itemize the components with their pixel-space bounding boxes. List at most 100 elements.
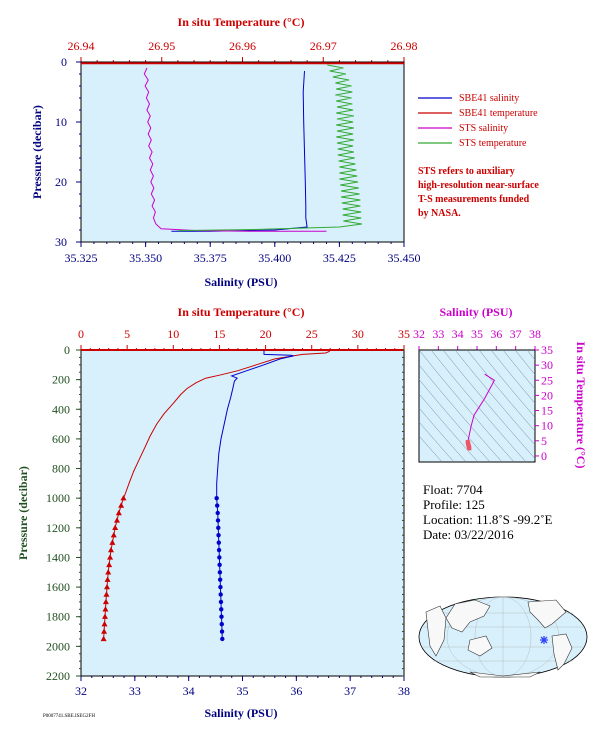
sts-note-line-3: T-S measurements funded xyxy=(418,194,530,205)
map-south-america xyxy=(551,633,573,671)
bottom-sal-tick-label: 35 xyxy=(237,684,249,698)
ts-density-contour xyxy=(419,379,491,462)
bottom-temperature-marker xyxy=(110,532,117,538)
bottom-temp-tick-label: 30 xyxy=(352,327,364,341)
bottom-pressure-tick-label: 1800 xyxy=(46,610,70,624)
ts-temp-tick-label: 25 xyxy=(541,373,553,387)
bottom-temperature-marker xyxy=(102,606,109,612)
top-sal-tick-label: 35.400 xyxy=(258,251,291,265)
bottom-salinity-marker xyxy=(217,562,222,568)
bottom-temperature-marker xyxy=(112,524,119,531)
ts-sal-tick-label: 37 xyxy=(510,327,522,341)
ts-density-contour xyxy=(478,350,535,418)
ts-temp-tick-label: 35 xyxy=(541,343,553,357)
top-pressure-tick-label: 20 xyxy=(55,175,67,189)
bottom-temperature-marker xyxy=(106,561,113,568)
ts-density-contour xyxy=(419,364,503,462)
ts-temp-tick-label: 0 xyxy=(541,449,547,463)
bottom-pressure-tick-label: 1600 xyxy=(46,580,70,594)
bottom-temp-tick-label: 35 xyxy=(398,327,410,341)
bottom-salinity-marker xyxy=(219,621,224,627)
bottom-temperature-marker xyxy=(100,635,107,642)
bottom-salinity-marker xyxy=(219,614,224,619)
map-north-america xyxy=(527,599,567,629)
bottom-temperature-marker xyxy=(104,583,111,590)
ts-density-contour xyxy=(419,421,455,462)
ts-density-contour xyxy=(430,350,527,462)
ts-temp-tick-label: 10 xyxy=(541,419,553,433)
ts-temp-tick-label: 30 xyxy=(541,358,553,372)
bottom-pressure-tick-label: 1400 xyxy=(46,550,70,564)
map-antarctica xyxy=(469,671,541,678)
map-africa xyxy=(425,605,447,657)
ts-density-contour xyxy=(419,407,467,462)
legend-label-sts-temperature: STS temperature xyxy=(459,138,527,149)
bottom-chart-pressure-ticks: 0 200 400 600 800 1000 1200 1400 1600 1800 2000 220… xyxy=(46,343,404,683)
bottom-temp-tick-label: 15 xyxy=(213,327,225,341)
bottom-pressure-tick-label: 1000 xyxy=(46,491,70,505)
bottom-pressure-tick-label: 2200 xyxy=(46,669,70,683)
top-chart-pressure-ticks: 0 10 20 30 xyxy=(55,55,81,249)
float-id: Float: 7704 xyxy=(423,482,483,497)
series-sts-temperature xyxy=(177,64,363,232)
bottom-chart: In situ Temperature (°C) 0 5 10 15 20 25 30 35 … xyxy=(16,305,410,720)
top-sal-tick-label: 35.325 xyxy=(65,251,98,265)
top-pressure-tick-label: 10 xyxy=(55,115,67,129)
footer-code: P0007741.SBE.ISEG2FH xyxy=(43,714,95,719)
ts-sal-tick-label: 32 xyxy=(413,327,425,341)
bottom-chart-temperature-axis-title: In situ Temperature (°C) xyxy=(178,305,305,319)
top-temp-tick-label: 26.95 xyxy=(148,39,175,53)
ts-density-contour xyxy=(454,350,535,446)
bottom-chart-temperature-ticks: 0 5 10 15 20 25 30 35 xyxy=(78,327,410,350)
sts-note-line-4: by NASA. xyxy=(418,208,461,219)
map-asia xyxy=(445,599,491,633)
bottom-salinity-marker xyxy=(219,607,224,612)
top-chart-plot-area xyxy=(80,61,405,243)
bottom-salinity-marker xyxy=(217,555,222,560)
bottom-pressure-tick-label: 600 xyxy=(52,432,70,446)
ts-sal-tick-label: 36 xyxy=(490,327,502,341)
top-chart-legend: SBE41 salinity SBE41 temperature STS sal… xyxy=(418,93,539,219)
bottom-chart-pressure-axis-title: Pressure (decibar) xyxy=(16,466,30,560)
bottom-temperature-marker xyxy=(104,576,111,582)
bottom-temperature-marker xyxy=(101,620,108,627)
bottom-salinity-marker xyxy=(214,503,220,508)
ts-diagram-series xyxy=(465,373,496,451)
bottom-salinity-marker xyxy=(217,570,223,575)
top-sal-tick-label: 35.350 xyxy=(129,251,162,265)
ts-density-contour xyxy=(466,350,535,432)
map-continents xyxy=(425,599,573,678)
bottom-temperature-marker xyxy=(103,591,110,597)
bottom-pressure-tick-label: 2000 xyxy=(46,639,70,653)
map-australia xyxy=(467,635,493,657)
profile-number: Profile: 125 xyxy=(423,497,485,512)
bottom-temperature-marker xyxy=(118,502,125,508)
bottom-temperature-marker xyxy=(107,554,114,560)
ts-diagram-density-contours xyxy=(419,350,535,462)
top-temp-tick-label: 26.96 xyxy=(229,39,256,53)
bottom-temperature-marker xyxy=(109,539,116,545)
ts-density-contour xyxy=(442,350,535,459)
ts-diagram-temperature-axis-title: In situ Temperature (°C) xyxy=(574,342,588,469)
legend-label-sbe41-temperature: SBE41 temperature xyxy=(459,108,538,119)
profile-date: Date: 03/22/2016 xyxy=(423,527,514,542)
bottom-salinity-marker xyxy=(218,592,223,597)
bottom-sal-tick-label: 34 xyxy=(183,684,195,698)
top-chart-series xyxy=(81,62,404,232)
top-chart-salinity-axis-title: Salinity (PSU) xyxy=(204,275,277,289)
float-info: Float: 7704 Profile: 125 Location: 11.8˚… xyxy=(423,482,553,542)
ts-diagram-salinity-axis-title: Salinity (PSU) xyxy=(439,305,512,319)
ts-sal-tick-label: 33 xyxy=(432,327,444,341)
series-sts-salinity xyxy=(143,67,327,232)
top-chart-temperature-axis-title: In situ Temperature (°C) xyxy=(178,15,305,29)
float-location: Location: 11.8˚S -99.2˚E xyxy=(423,512,553,527)
ts-density-contour xyxy=(419,350,515,462)
sts-note-line-2: high-resolution near-surface xyxy=(418,180,539,191)
bottom-temperature-marker xyxy=(107,546,114,553)
ts-temp-tick-label: 5 xyxy=(541,434,547,448)
bottom-salinity-marker xyxy=(217,577,223,582)
top-pressure-tick-label: 30 xyxy=(55,235,67,249)
bottom-salinity-marker xyxy=(220,636,225,642)
ts-density-contour xyxy=(419,393,479,462)
